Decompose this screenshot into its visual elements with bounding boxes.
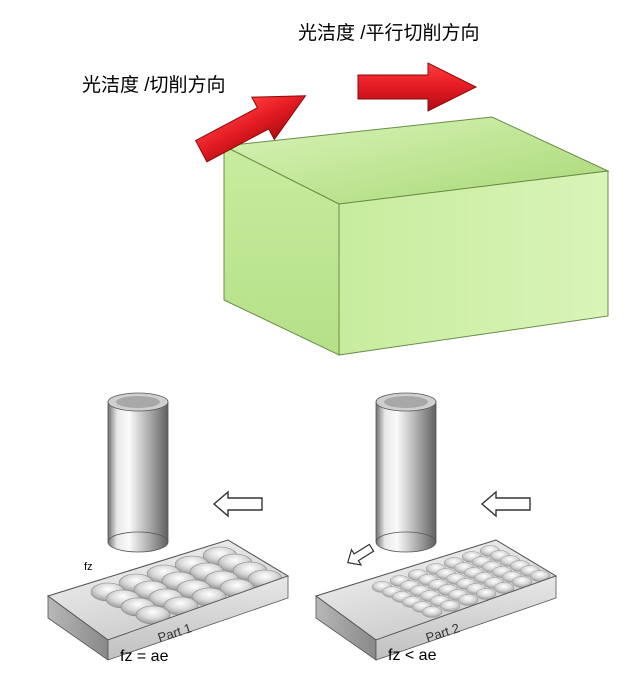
scene-svg: Part 1 Part 2 <box>0 0 640 680</box>
formula-part2: fz < ae <box>388 647 436 665</box>
arrow-parallel-direction <box>358 63 476 111</box>
part2-group <box>316 393 556 660</box>
diagram-canvas: 光洁度 /平行切削方向 光洁度 /切削方向 <box>0 0 640 680</box>
part2-tool <box>376 393 436 552</box>
part2-stepover-arrow <box>343 540 376 570</box>
part2-direction-arrow <box>482 492 530 516</box>
fz-small-label: fz <box>84 561 93 573</box>
formula-part1: fz = ae <box>120 648 168 666</box>
workpiece-box <box>224 117 608 355</box>
part1-direction-arrow <box>214 492 262 516</box>
part1-tool <box>108 393 168 552</box>
part1-group <box>48 393 288 660</box>
